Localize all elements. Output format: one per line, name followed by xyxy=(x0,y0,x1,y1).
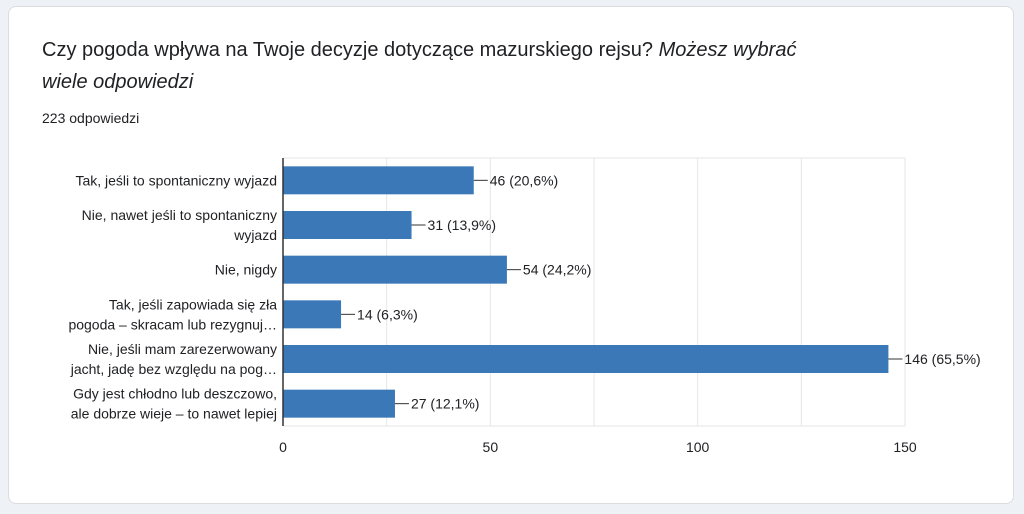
category-label: Gdy jest chłodno lub deszczowo, xyxy=(73,386,277,402)
category-label: Nie, nawet jeśli to spontaniczny xyxy=(82,207,277,223)
category-label: jacht, jadę bez względu na pog… xyxy=(70,361,277,377)
label-layer: 46 (20,6%) Tak, jeśli to spontaniczny wyj… xyxy=(68,172,980,421)
data-label: 46 (20,6%) xyxy=(490,172,558,188)
data-label: 54 (24,2%) xyxy=(523,262,591,278)
grid-layer xyxy=(283,157,906,427)
data-label: 27 (12,1%) xyxy=(411,396,479,412)
bar-layer xyxy=(283,166,889,418)
x-tick-label: 50 xyxy=(483,439,499,455)
category-label: pogoda – skracam lub rezygnuj… xyxy=(68,316,277,332)
data-label: 14 (6,3%) xyxy=(357,306,418,322)
results-card: Czy pogoda wpływa na Twoje decyzje dotyc… xyxy=(8,6,1014,504)
x-tick-label: 150 xyxy=(893,439,917,455)
data-label: 31 (13,9%) xyxy=(428,217,496,233)
data-label: 146 (65,5%) xyxy=(904,351,980,367)
bar xyxy=(283,211,412,239)
bar xyxy=(283,300,342,329)
bar xyxy=(283,166,474,195)
axis-layer: 0 50 100 150 xyxy=(279,158,917,455)
question-title: Czy pogoda wpływa na Twoje decyzje dotyc… xyxy=(42,34,802,98)
category-label: Nie, nigdy xyxy=(215,262,277,278)
x-tick-label: 100 xyxy=(686,439,710,455)
bar xyxy=(283,345,889,373)
bar xyxy=(283,389,395,418)
category-label: ale dobrze wieje – to nawet lepiej xyxy=(71,406,277,422)
x-tick-label: 0 xyxy=(279,439,287,455)
category-label: wyjazd xyxy=(233,227,277,243)
category-label: Tak, jeśli zapowiada się zła xyxy=(109,296,277,312)
response-count: 223 odpowiedzi xyxy=(42,110,140,126)
question-title-text: Czy pogoda wpływa na Twoje decyzje dotyc… xyxy=(42,39,654,61)
bar xyxy=(283,255,507,284)
category-label: Nie, jeśli mam zarezerwowany xyxy=(88,341,277,357)
category-label: Tak, jeśli to spontaniczny wyjazd xyxy=(75,172,277,188)
question-subtitle: Możesz wybrać wiele odpowiedzi xyxy=(42,39,797,93)
